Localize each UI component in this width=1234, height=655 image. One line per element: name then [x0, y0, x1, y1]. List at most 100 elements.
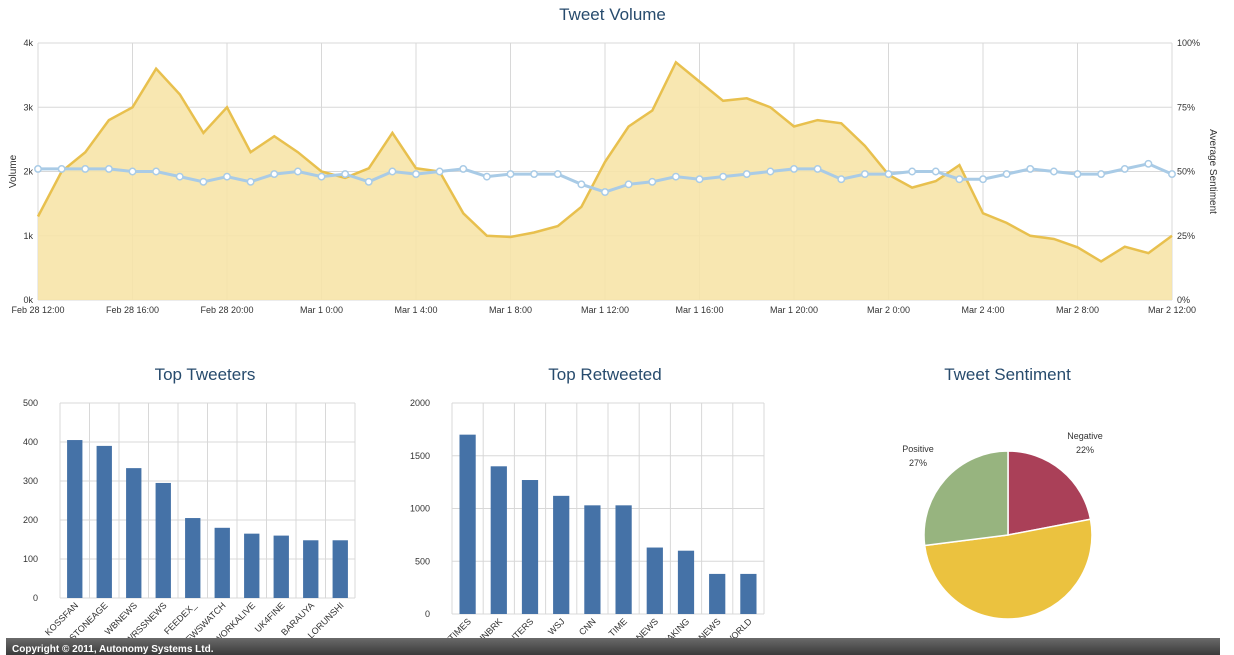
tweeters-bar — [126, 468, 142, 598]
retweeted-chart-title: Top Retweeted — [548, 365, 662, 384]
sentiment-point — [459, 164, 468, 173]
sentiment-slice-other — [923, 518, 1093, 620]
retweeted-x-tick: REUTERS — [498, 616, 535, 640]
sentiment-point — [223, 172, 231, 181]
sentiment-point — [530, 170, 539, 179]
retweeted-bar — [646, 547, 663, 614]
sentiment-point — [860, 170, 869, 179]
sentiment-point — [364, 177, 373, 186]
sentiment-point — [152, 167, 161, 176]
volume-x-tick: Mar 2 0:00 — [867, 305, 910, 315]
sentiment-point — [553, 170, 562, 179]
sentiment-point — [1049, 167, 1058, 176]
retweeted-y-tick: 2000 — [410, 398, 430, 408]
sentiment-y-tick: 50% — [1177, 167, 1195, 177]
tweeters-y-tick: 400 — [23, 437, 38, 447]
volume-x-tick: Feb 28 16:00 — [106, 305, 159, 315]
retweeted-bar — [740, 573, 757, 614]
positive-percent: 27% — [909, 458, 927, 468]
sentiment-point — [1097, 170, 1106, 179]
sentiment-y-tick: 100% — [1177, 38, 1200, 48]
volume-x-tick: Mar 1 16:00 — [675, 305, 723, 315]
volume-x-tick: Mar 2 4:00 — [961, 305, 1004, 315]
volume-y-tick: 4k — [23, 38, 33, 48]
sentiment-point — [1168, 170, 1176, 179]
sentiment-point — [293, 167, 302, 176]
tweeters-bar — [244, 533, 260, 598]
sentiment-point — [34, 164, 42, 173]
sentiment-point — [199, 177, 208, 186]
sentiment-point — [790, 164, 798, 173]
sentiment-point — [695, 175, 704, 184]
retweeted-bar — [677, 550, 695, 614]
sentiment-point — [81, 164, 90, 173]
negative-label: Negative — [1067, 431, 1103, 441]
volume-chart-title: Tweet Volume — [559, 5, 666, 24]
volume-y-tick: 2k — [23, 167, 33, 177]
sentiment-point — [104, 164, 113, 173]
tweeters-bar — [332, 540, 348, 598]
retweeted-bar — [709, 573, 726, 614]
sentiment-point — [57, 164, 66, 173]
volume-line — [36, 60, 1173, 263]
sentiment-point — [388, 167, 397, 176]
volume-x-tick: Mar 1 0:00 — [300, 305, 343, 315]
tweeters-bar — [214, 527, 230, 598]
tweeters-bar — [273, 535, 289, 598]
sentiment-point — [1144, 159, 1153, 168]
retweeted-bar — [584, 505, 601, 614]
sentiment-point — [671, 172, 680, 181]
sentiment-slice-positive — [923, 450, 1009, 547]
tweeters-bar — [67, 440, 83, 598]
sentiment-point — [955, 175, 964, 184]
footer-copyright: Copyright © 2011, Autonomy Systems Ltd. — [6, 638, 1220, 655]
retweeted-bar — [615, 505, 632, 614]
retweeted-y-tick: 0 — [425, 609, 430, 619]
sentiment-point — [341, 170, 350, 179]
retweeted-bar — [553, 495, 570, 614]
sentiment-chart-title: Tweet Sentiment — [944, 365, 1071, 384]
tweeters-y-tick: 300 — [23, 476, 38, 486]
volume-area — [38, 62, 1172, 300]
volume-x-tick: Mar 1 20:00 — [770, 305, 818, 315]
tweeters-bar — [96, 445, 112, 598]
tweeters-y-tick: 200 — [23, 515, 38, 525]
sentiment-point — [719, 172, 728, 181]
sentiment-point — [766, 167, 775, 176]
negative-percent: 22% — [1076, 445, 1094, 455]
tweeters-bar — [155, 482, 171, 598]
volume-x-tick: Mar 2 8:00 — [1056, 305, 1099, 315]
sentiment-point — [246, 177, 255, 186]
retweeted-x-tick: NYTIMES — [438, 616, 473, 640]
retweeted-x-tick: WSJ — [546, 616, 567, 637]
tweeters-y-tick: 0 — [33, 593, 38, 603]
sentiment-point — [435, 167, 444, 176]
sentiment-point — [1073, 170, 1082, 179]
retweeted-y-tick: 1000 — [410, 504, 430, 514]
sentiment-point — [624, 180, 633, 189]
sentiment-point — [1026, 164, 1035, 173]
sentiment-y-axis-title: Average Sentiment — [1207, 129, 1218, 214]
sentiment-point — [1120, 164, 1129, 173]
tweeters-y-tick: 500 — [23, 398, 38, 408]
volume-x-tick: Mar 1 4:00 — [394, 305, 437, 315]
volume-y-tick: 3k — [23, 102, 33, 112]
sentiment-point — [813, 164, 822, 173]
volume-x-tick: Feb 28 12:00 — [11, 305, 64, 315]
tweeters-chart-title: Top Tweeters — [154, 365, 256, 384]
sentiment-point — [412, 170, 420, 179]
sentiment-y-tick: 0% — [1177, 295, 1190, 305]
sentiment-point — [128, 167, 137, 176]
sentiment-point — [1002, 170, 1011, 179]
retweeted-x-tick: CNN — [577, 616, 598, 637]
volume-y-axis-title: Volume — [8, 154, 19, 188]
retweeted-bar — [459, 434, 476, 614]
sentiment-slice-negative — [1007, 450, 1092, 536]
volume-x-tick: Mar 1 8:00 — [489, 305, 532, 315]
retweeted-bar — [490, 466, 507, 614]
sentiment-point — [577, 180, 586, 189]
sentiment-point — [931, 167, 940, 176]
sentiment-point — [506, 170, 515, 179]
sentiment-point — [317, 172, 326, 181]
retweeted-x-tick: TIME — [607, 616, 629, 638]
